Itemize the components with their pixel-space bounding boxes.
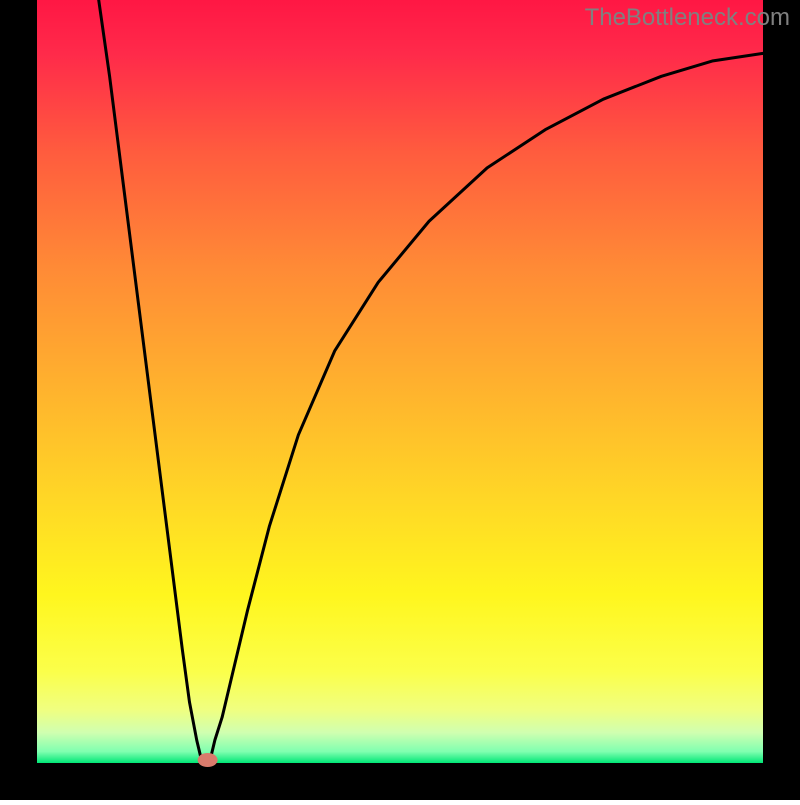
chart-container: TheBottleneck.com — [0, 0, 800, 800]
chart-plot-area — [37, 0, 763, 763]
optimal-marker — [198, 753, 218, 767]
watermark-text: TheBottleneck.com — [585, 4, 790, 32]
bottleneck-chart — [0, 0, 800, 800]
